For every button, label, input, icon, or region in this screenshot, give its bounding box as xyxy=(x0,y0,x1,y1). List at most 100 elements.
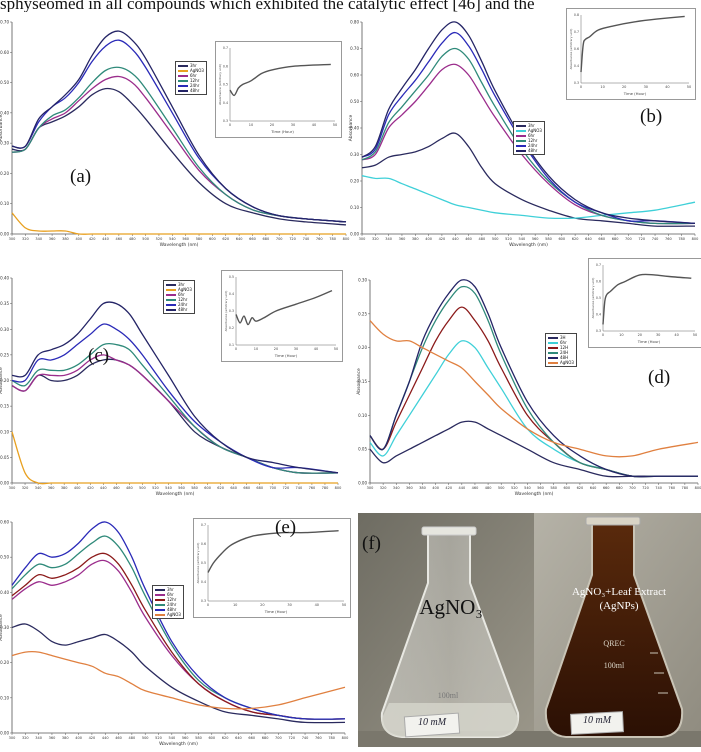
legend-entry: AgNO3 xyxy=(178,68,204,73)
x-tick-label: 720 xyxy=(282,486,289,490)
series-line-3hr xyxy=(11,87,347,226)
x-tick-label: 360 xyxy=(49,736,56,740)
legend-swatch xyxy=(548,341,558,344)
legend-label: AgNO3 xyxy=(178,287,192,292)
legend-entry: 48hr xyxy=(516,148,542,153)
x-tick-label: 320 xyxy=(22,237,29,241)
y-tick-label: 0.15 xyxy=(0,404,9,409)
x-tick-label: 460 xyxy=(116,237,123,241)
x-tick-label: 660 xyxy=(598,237,605,241)
x-tick-label: 700 xyxy=(629,486,636,490)
x-tick-label: 380 xyxy=(62,736,69,740)
left-flask-tag: 10 mM xyxy=(417,717,447,728)
inset-y-tick-label: 0.6 xyxy=(574,47,579,51)
legend: 3H 6hr 12H 24H 48H AgNO3 xyxy=(545,333,577,367)
legend-label: AgNO3 xyxy=(560,360,574,365)
inset-y-tick-label: 0.4 xyxy=(229,292,234,296)
x-tick-label: 800 xyxy=(695,486,701,490)
inset-x-tick-label: 0 xyxy=(229,123,231,127)
flask-photo-graphic xyxy=(358,513,701,747)
right-flask-tag: 10 mM xyxy=(582,715,612,726)
x-tick-label: 440 xyxy=(100,486,107,490)
x-tick-label: 640 xyxy=(590,486,597,490)
series-line-48hr xyxy=(11,521,346,720)
x-tick-label: 460 xyxy=(465,237,472,241)
agnps-label-line2: (AgNPs) xyxy=(599,600,639,612)
inset-y-tick-label: 0.7 xyxy=(201,523,206,527)
x-tick-label: 500 xyxy=(142,736,149,740)
y-tick-label: 0.05 xyxy=(358,447,367,452)
x-axis-label: Wavelength (nm) xyxy=(159,741,198,747)
x-tick-label: 340 xyxy=(35,736,42,740)
legend-swatch xyxy=(178,64,188,67)
x-tick-label: 400 xyxy=(75,237,82,241)
x-tick-label: 540 xyxy=(518,237,525,241)
legend: 3hr AgNO3 6hr 12hr 24hr 48hr xyxy=(175,61,207,95)
legend-swatch xyxy=(178,69,188,72)
inset-x-tick-label: 40 xyxy=(315,603,319,607)
x-tick-label: 420 xyxy=(445,486,452,490)
y-axis-label: Absorbance xyxy=(0,367,4,394)
inset-time-plot: 0 10 20 30 40 50 0.3 0.4 0.5 0.6 0.7 Time (Hour) Abs… xyxy=(193,518,351,618)
x-tick-label: 620 xyxy=(222,736,229,740)
x-tick-label: 580 xyxy=(545,237,552,241)
inset-x-tick-label: 30 xyxy=(656,333,660,337)
x-tick-label: 420 xyxy=(87,486,94,490)
x-tick-label: 620 xyxy=(572,237,579,241)
inset-y-label: Absorbance (arbitrary unit) xyxy=(196,543,200,584)
x-tick-label: 360 xyxy=(406,486,413,490)
x-tick-label: 600 xyxy=(208,736,215,740)
inset-y-tick-label: 0.5 xyxy=(229,275,234,279)
legend-entry: 3hr xyxy=(178,63,204,68)
y-tick-label: 0.25 xyxy=(0,352,9,357)
x-tick-label: 700 xyxy=(625,237,632,241)
x-tick-label: 600 xyxy=(204,486,211,490)
inset-x-tick-label: 0 xyxy=(207,603,209,607)
y-tick-label: 0.25 xyxy=(358,311,367,316)
x-tick-label: 740 xyxy=(655,486,662,490)
x-tick-label: 800 xyxy=(335,486,342,490)
y-tick-label: 0.50 xyxy=(0,555,9,560)
x-tick-label: 680 xyxy=(616,486,623,490)
inset-y-tick-label: 0.4 xyxy=(201,580,206,584)
y-tick-label: 0.20 xyxy=(350,179,359,184)
inset-y-tick-label: 0.2 xyxy=(229,326,234,330)
y-tick-label: 0.60 xyxy=(0,520,9,525)
panel-label-a: (a) xyxy=(70,166,92,187)
legend-swatch xyxy=(548,336,558,339)
legend-label: 12hr xyxy=(528,138,538,143)
inset-y-tick-label: 0.4 xyxy=(223,101,228,105)
legend-entry: 24hr xyxy=(516,143,542,148)
inset-y-tick-label: 0.6 xyxy=(201,542,206,546)
x-tick-label: 340 xyxy=(385,237,392,241)
chart-panel-b: 0.00 0.10 0.20 0.30 0.40 0.50 0.60 0.70 0.80 300 3… xyxy=(348,8,701,249)
x-tick-label: 340 xyxy=(35,237,42,241)
y-tick-label: 0.40 xyxy=(0,590,9,595)
y-tick-label: 0.20 xyxy=(358,345,367,350)
x-tick-label: 640 xyxy=(230,486,237,490)
legend-label: 6hr xyxy=(560,340,567,345)
brand-mark: QREC xyxy=(603,639,625,648)
legend-swatch xyxy=(166,283,176,286)
legend-label: 3hr xyxy=(178,282,185,287)
legend-label: 3hr xyxy=(528,123,535,128)
legend-swatch xyxy=(166,308,176,311)
legend-swatch xyxy=(548,361,558,364)
x-tick-label: 440 xyxy=(458,486,465,490)
right-flask xyxy=(544,516,684,738)
inset-y-tick-label: 0.6 xyxy=(223,64,228,68)
legend-label: 24hr xyxy=(167,602,177,607)
x-tick-label: 300 xyxy=(9,486,16,490)
x-tick-label: 680 xyxy=(262,237,269,241)
inset-x-tick-label: 0 xyxy=(602,333,604,337)
x-tick-label: 480 xyxy=(129,237,136,241)
legend-entry: 12hr xyxy=(166,297,192,302)
x-tick-label: 720 xyxy=(642,486,649,490)
y-tick-label: 0.00 xyxy=(350,232,359,237)
inset-x-tick-label: 10 xyxy=(249,123,253,127)
legend-entry: 6hr xyxy=(178,73,204,78)
x-tick-label: 780 xyxy=(329,237,336,241)
